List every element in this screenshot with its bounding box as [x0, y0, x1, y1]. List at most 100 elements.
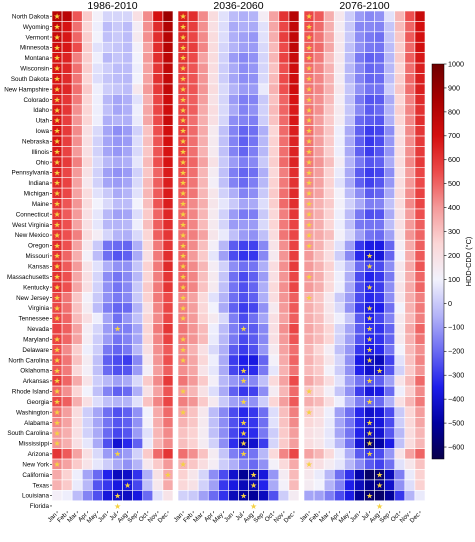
heatmap-cell [323, 62, 335, 74]
heatmap-cell [288, 41, 300, 53]
heatmap-cell [122, 448, 133, 460]
heatmap-cell [384, 73, 396, 85]
heatmap-cell [313, 417, 325, 429]
heatmap-cell [384, 125, 396, 137]
row-label: New York [22, 461, 49, 468]
row-label: Illinois [32, 149, 50, 156]
heatmap-cell [207, 417, 219, 429]
significance-star: ★ [305, 408, 312, 417]
heatmap-cell [278, 490, 290, 502]
heatmap-cell [344, 406, 355, 418]
x-tick-label: Dec [409, 512, 422, 525]
heatmap-cell [71, 41, 83, 53]
heatmap-cell [258, 364, 270, 376]
heatmap-cell [102, 364, 113, 376]
heatmap-cell [162, 62, 174, 74]
heatmap-cell [248, 333, 259, 345]
significance-star: ★ [179, 304, 186, 313]
heatmap-cell [218, 198, 229, 210]
heatmap-cell [364, 156, 375, 168]
heatmap-cell [278, 177, 290, 189]
heatmap-cell [187, 260, 199, 272]
heatmap-cell [122, 156, 133, 168]
heatmap-cell [218, 146, 229, 158]
heatmap-cell [61, 312, 73, 324]
heatmap-cell [81, 281, 93, 293]
heatmap-cell [81, 344, 93, 356]
heatmap-cell [187, 406, 199, 418]
heatmap-cell [92, 239, 103, 251]
heatmap-cell [61, 239, 73, 251]
heatmap-cell [374, 52, 385, 64]
heatmap-cell [228, 417, 239, 429]
heatmap-cell [71, 21, 83, 33]
heatmap-cell [278, 41, 290, 53]
heatmap-cell [384, 250, 396, 262]
heatmap-cell [323, 114, 335, 126]
significance-star: ★ [53, 54, 60, 63]
heatmap-cell [404, 187, 416, 199]
heatmap-cell [187, 146, 199, 158]
colorbar-tick-label: 1000 [448, 59, 464, 68]
heatmap-cell [354, 417, 365, 429]
heatmap-cell [258, 479, 270, 491]
significance-star: ★ [305, 147, 312, 156]
significance-star: ★ [114, 502, 121, 511]
significance-star: ★ [305, 273, 312, 282]
heatmap-cell [81, 417, 93, 429]
significance-star: ★ [179, 273, 186, 282]
heatmap-cell [344, 417, 355, 429]
heatmap-cell [248, 385, 259, 397]
heatmap-cell [218, 333, 229, 345]
heatmap-cell [344, 490, 355, 502]
heatmap-cell [207, 271, 219, 283]
heatmap-cell [278, 146, 290, 158]
heatmap-cell [248, 167, 259, 179]
heatmap-cell [354, 167, 365, 179]
heatmap-cell [288, 302, 300, 314]
significance-star: ★ [53, 147, 60, 156]
heatmap-cell [187, 21, 199, 33]
heatmap-cell [394, 281, 406, 293]
heatmap-cell [384, 490, 396, 502]
heatmap-cell [354, 406, 365, 418]
heatmap-cell [162, 302, 174, 314]
heatmap-cell [354, 354, 365, 366]
heatmap-cell [71, 177, 83, 189]
heatmap-cell [71, 344, 83, 356]
heatmap-cell [313, 52, 325, 64]
heatmap-cell [152, 94, 164, 106]
heatmap-cell [288, 385, 300, 397]
x-tick-label: Oct [389, 511, 401, 523]
heatmap-cell [112, 375, 123, 387]
heatmap-cell [102, 104, 113, 116]
significance-star: ★ [305, 22, 312, 31]
heatmap-cell [152, 41, 164, 53]
heatmap-cell [61, 31, 73, 43]
heatmap-cell [313, 292, 325, 304]
heatmap-cell [218, 479, 229, 491]
heatmap-cell [71, 219, 83, 231]
row-label: Georgia [27, 399, 50, 406]
heatmap-cell [152, 344, 164, 356]
heatmap-cell [207, 156, 219, 168]
heatmap-cell [258, 239, 270, 251]
heatmap-cell [61, 167, 73, 179]
heatmap-cell [404, 458, 416, 470]
heatmap-cell [112, 437, 123, 449]
heatmap-cell [394, 208, 406, 220]
heatmap-cell [333, 458, 345, 470]
heatmap-cell [71, 354, 83, 366]
heatmap-cell [323, 177, 335, 189]
heatmap-cell [394, 156, 406, 168]
heatmap-cell [404, 490, 416, 502]
heatmap-cell [92, 114, 103, 126]
heatmap-cell [61, 354, 73, 366]
heatmap-cell [61, 62, 73, 74]
heatmap-cell [344, 344, 355, 356]
heatmap-cell [288, 406, 300, 418]
heatmap-cell [122, 135, 133, 147]
heatmap-cell [404, 437, 416, 449]
heatmap-cell [278, 10, 290, 22]
heatmap-cell [92, 448, 103, 460]
